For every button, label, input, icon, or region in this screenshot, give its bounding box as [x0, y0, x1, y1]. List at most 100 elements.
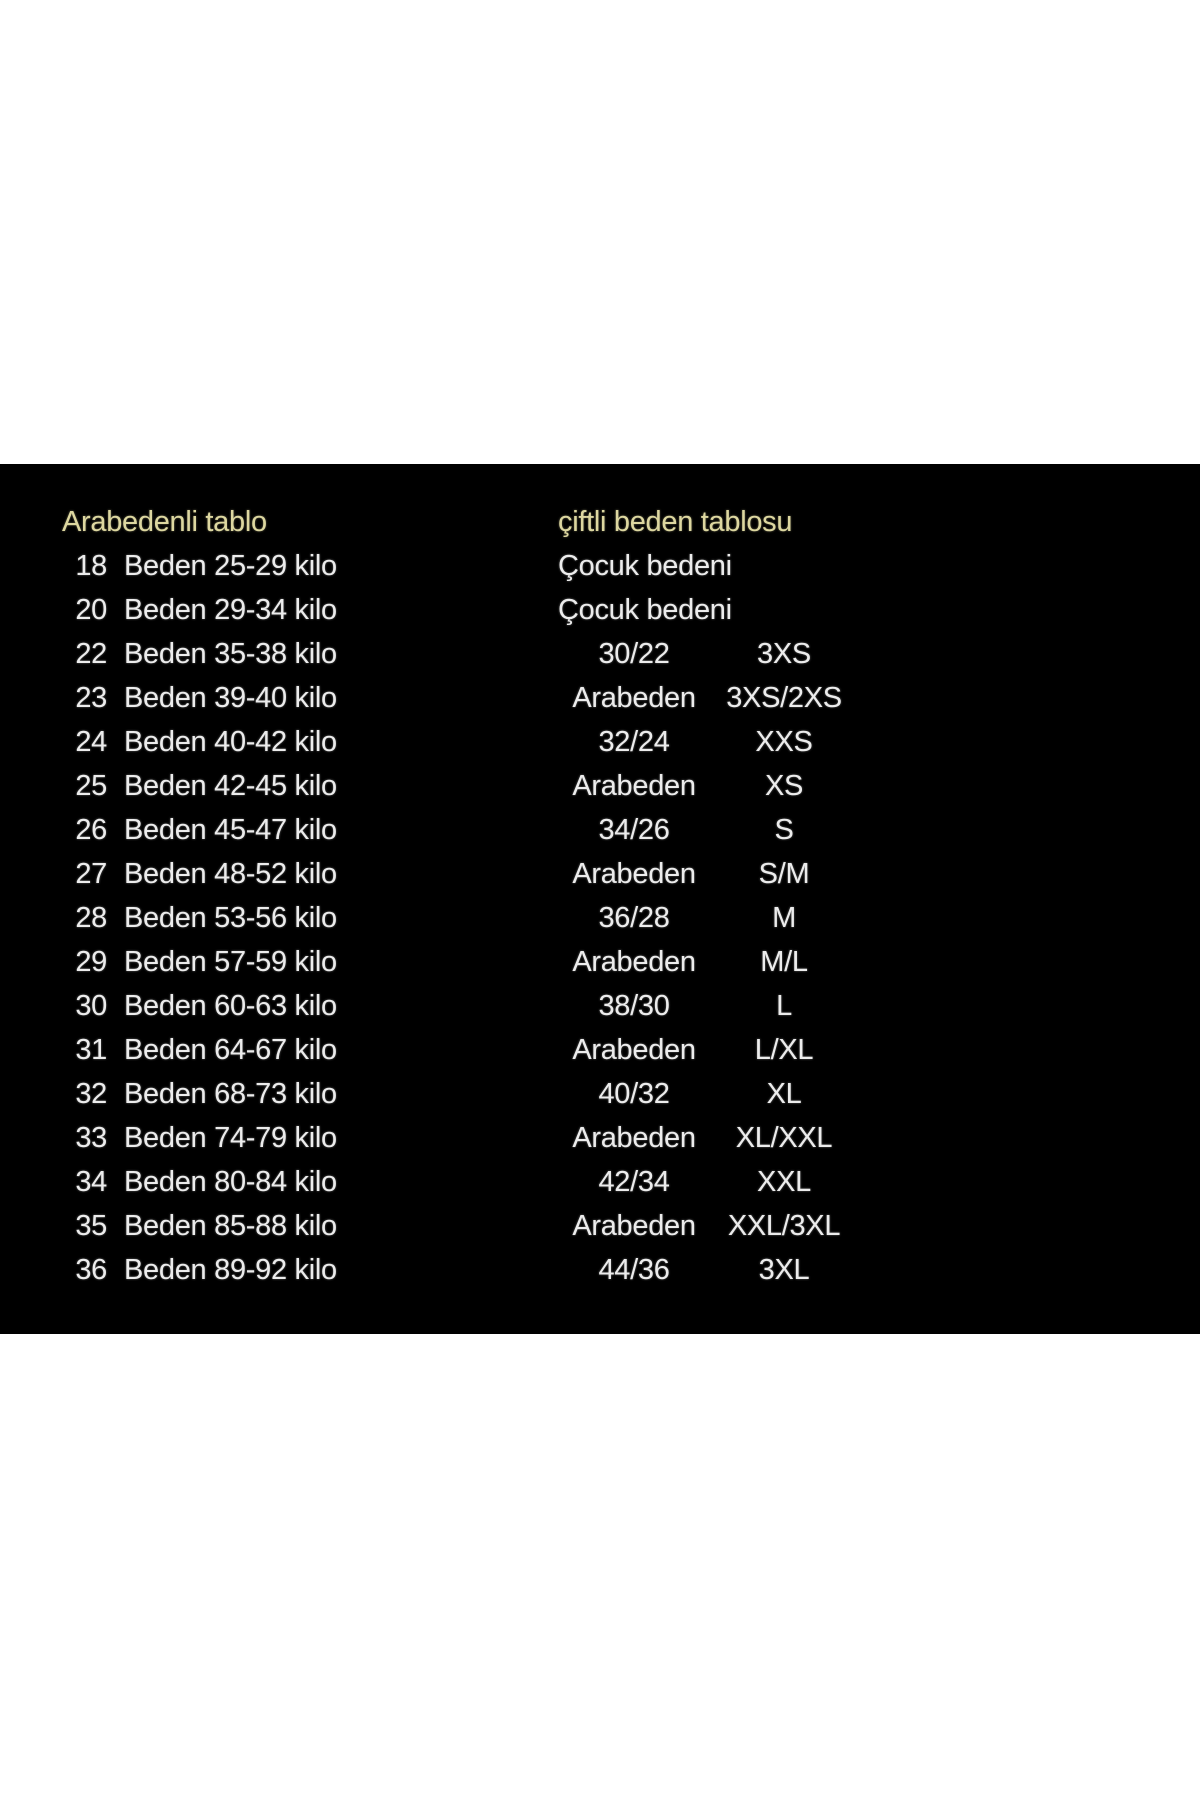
size-label: Beden 29-34 kilo — [124, 594, 337, 626]
size-label: Beden 53-56 kilo — [124, 902, 337, 934]
size-label: Beden 89-92 kilo — [124, 1254, 337, 1286]
size-label: Beden 42-45 kilo — [124, 770, 337, 802]
intl-size: S/M — [758, 858, 810, 890]
pair-size: Arabeden — [572, 770, 696, 802]
size-number: 32 — [75, 1078, 107, 1110]
size-label: Beden 80-84 kilo — [124, 1166, 337, 1198]
intl-size: XS — [764, 770, 804, 802]
table-row: 23 Beden 39-40 kilo — [62, 676, 337, 720]
pair-size: Arabeden — [572, 1034, 696, 1066]
table-row: Arabeden XXL/3XL — [558, 1204, 858, 1248]
table-row: 36 Beden 89-92 kilo — [62, 1248, 337, 1292]
table-row: 30/22 3XS — [558, 632, 858, 676]
pair-size: 38/30 — [598, 990, 670, 1022]
table-row: 35 Beden 85-88 kilo — [62, 1204, 337, 1248]
size-label: Beden 25-29 kilo — [124, 550, 337, 582]
pair-size: Arabeden — [572, 682, 696, 714]
pair-size: Arabeden — [572, 946, 696, 978]
pair-size: 34/26 — [598, 814, 670, 846]
size-number: 33 — [75, 1122, 107, 1154]
pair-size: 32/24 — [598, 726, 670, 758]
size-label: Beden 35-38 kilo — [124, 638, 337, 670]
table-row: Arabeden S/M — [558, 852, 858, 896]
table-row: 18 Beden 25-29 kilo — [62, 544, 337, 588]
size-number: 31 — [75, 1034, 107, 1066]
table-row: 36/28 M — [558, 896, 858, 940]
intl-size: XXL/3XL — [727, 1210, 841, 1242]
intl-size: XXS — [755, 726, 813, 758]
size-number: 22 — [75, 638, 107, 670]
size-number: 25 — [75, 770, 107, 802]
table-row: Çocuk bedeni — [558, 544, 858, 588]
pair-size: 30/22 — [598, 638, 670, 670]
size-number: 18 — [75, 550, 107, 582]
intl-size: M/L — [760, 946, 808, 978]
pair-size: 40/32 — [598, 1078, 670, 1110]
size-number: 36 — [75, 1254, 107, 1286]
table-row: 25 Beden 42-45 kilo — [62, 764, 337, 808]
table-row: 33 Beden 74-79 kilo — [62, 1116, 337, 1160]
pair-size: 44/36 — [598, 1254, 670, 1286]
intl-size: XL — [766, 1078, 802, 1110]
size-label: Beden 39-40 kilo — [124, 682, 337, 714]
intl-size: S — [774, 814, 794, 846]
size-number: 23 — [75, 682, 107, 714]
size-number: 24 — [75, 726, 107, 758]
size-number: 20 — [75, 594, 107, 626]
intl-size: XL/XXL — [735, 1122, 833, 1154]
table-row: 24 Beden 40-42 kilo — [62, 720, 337, 764]
pair-size: 36/28 — [598, 902, 670, 934]
intl-size: L/XL — [754, 1034, 814, 1066]
size-number: 27 — [75, 858, 107, 890]
size-number: 26 — [75, 814, 107, 846]
table-row: 20 Beden 29-34 kilo — [62, 588, 337, 632]
right-table-title: çiftli beden tablosu — [558, 506, 793, 538]
size-number: 34 — [75, 1166, 107, 1198]
size-label: Beden 68-73 kilo — [124, 1078, 337, 1110]
intl-size: XXL — [757, 1166, 811, 1198]
size-number: 29 — [75, 946, 107, 978]
intl-size: L — [776, 990, 792, 1022]
table-row: 42/34 XXL — [558, 1160, 858, 1204]
size-number: 28 — [75, 902, 107, 934]
table-row: 34 Beden 80-84 kilo — [62, 1160, 337, 1204]
pair-size: Arabeden — [572, 858, 696, 890]
pair-size: Çocuk bedeni — [558, 594, 732, 626]
table-row: 34/26 S — [558, 808, 858, 852]
intl-size — [710, 588, 858, 632]
table-row: 27 Beden 48-52 kilo — [62, 852, 337, 896]
pair-size: Çocuk bedeni — [558, 550, 732, 582]
pair-size: 42/34 — [598, 1166, 670, 1198]
table-row: Arabeden XS — [558, 764, 858, 808]
pair-size: Arabeden — [572, 1210, 696, 1242]
left-table-title: Arabedenli tablo — [62, 506, 267, 538]
intl-size: 3XS — [757, 638, 811, 670]
size-number: 35 — [75, 1210, 107, 1242]
intl-size: M — [772, 902, 796, 934]
ciftli-size-table: çiftli beden tablosu Çocuk bedeni Çocuk … — [558, 500, 858, 1292]
size-label: Beden 85-88 kilo — [124, 1210, 337, 1242]
table-row: Çocuk bedeni — [558, 588, 858, 632]
size-label: Beden 40-42 kilo — [124, 726, 337, 758]
table-row: 22 Beden 35-38 kilo — [62, 632, 337, 676]
table-row: 28 Beden 53-56 kilo — [62, 896, 337, 940]
table-row: 40/32 XL — [558, 1072, 858, 1116]
table-row: 32/24 XXS — [558, 720, 858, 764]
size-label: Beden 48-52 kilo — [124, 858, 337, 890]
size-label: Beden 60-63 kilo — [124, 990, 337, 1022]
size-label: Beden 57-59 kilo — [124, 946, 337, 978]
pair-size: Arabeden — [572, 1122, 696, 1154]
size-label: Beden 45-47 kilo — [124, 814, 337, 846]
intl-size: 3XS/2XS — [726, 682, 842, 714]
arabeden-size-table: Arabedenli tablo 18 Beden 25-29 kilo 20 Be… — [62, 500, 337, 1292]
table-row: Arabeden XL/XXL — [558, 1116, 858, 1160]
size-chart-panel: Arabedenli tablo 18 Beden 25-29 kilo 20 Be… — [0, 464, 1200, 1334]
table-row: 26 Beden 45-47 kilo — [62, 808, 337, 852]
table-row: 32 Beden 68-73 kilo — [62, 1072, 337, 1116]
table-row: Arabeden 3XS/2XS — [558, 676, 858, 720]
table-row: Arabeden M/L — [558, 940, 858, 984]
table-row: 44/36 3XL — [558, 1248, 858, 1292]
table-row: 31 Beden 64-67 kilo — [62, 1028, 337, 1072]
table-row: 38/30 L — [558, 984, 858, 1028]
